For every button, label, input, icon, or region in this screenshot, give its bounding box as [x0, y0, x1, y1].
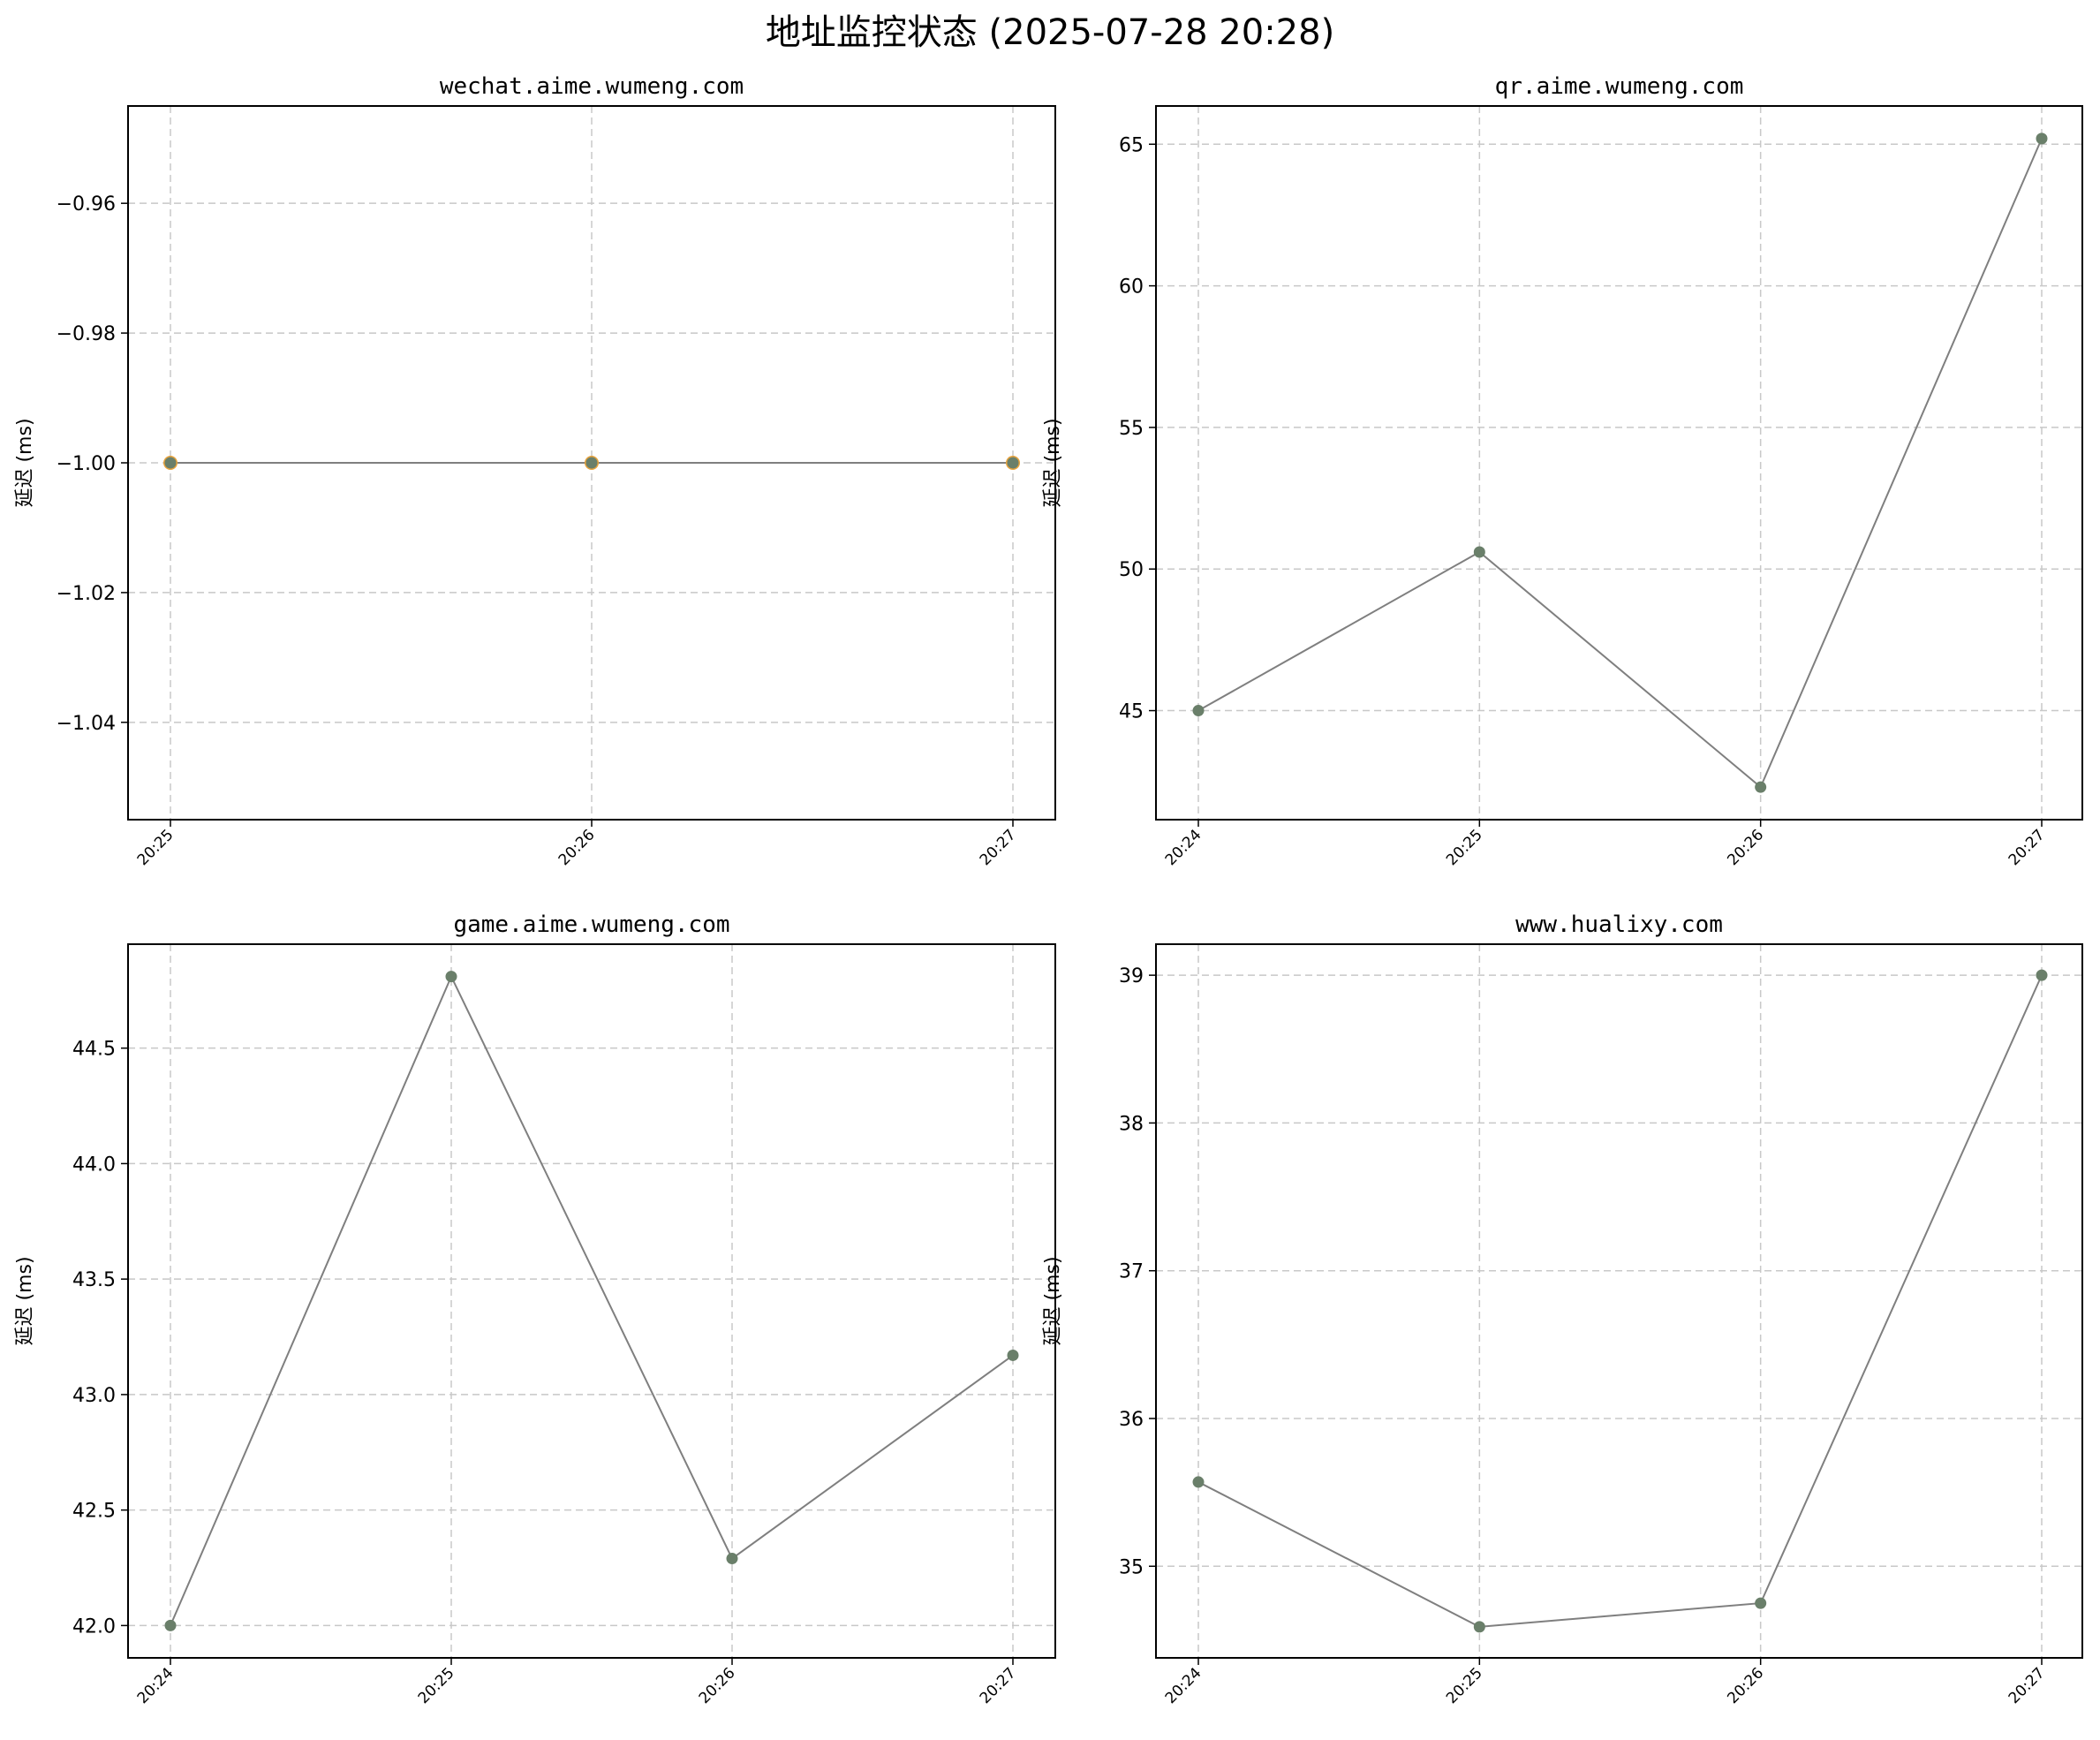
data-point [1473, 1621, 1485, 1633]
data-point [1755, 1597, 1767, 1609]
y-axis-label: 延迟 (ms) [1042, 1256, 1064, 1345]
y-tick-label: 39 [1119, 965, 1144, 987]
y-tick-label: 44.5 [72, 1039, 116, 1061]
y-tick-label: 37 [1119, 1261, 1144, 1283]
y-tick-label: 35 [1119, 1556, 1144, 1578]
data-point [445, 971, 457, 983]
y-tick-label: −1.04 [57, 713, 116, 735]
series-line [1197, 138, 2043, 789]
series-line [1197, 974, 2043, 1628]
y-axis-label: 延迟 (ms) [14, 418, 36, 507]
plot-frame [1155, 943, 2083, 1659]
figure-title: 地址监控状态 (2025-07-28 20:28) [766, 12, 1334, 53]
series-line [170, 974, 1014, 1626]
data-point [585, 457, 598, 469]
data-point [1007, 1349, 1019, 1361]
y-tick-label: 65 [1119, 134, 1144, 156]
y-axis-label: 延迟 (ms) [1042, 418, 1064, 507]
data-point [1192, 705, 1205, 717]
y-tick-label: 38 [1119, 1113, 1144, 1135]
plot-frame [1155, 105, 2083, 821]
y-tick-label: 44.0 [72, 1154, 116, 1176]
y-tick-label: −0.96 [57, 193, 116, 216]
data-point [1192, 1476, 1205, 1488]
data-point [1473, 546, 1485, 558]
panel-title: wechat.aime.wumeng.com [440, 73, 744, 100]
data-point [726, 1553, 738, 1565]
y-tick-label: 45 [1119, 701, 1144, 723]
data-point [2036, 969, 2048, 981]
y-tick-label: 60 [1119, 276, 1144, 299]
data-point [2036, 132, 2048, 145]
y-tick-label: 43.5 [72, 1269, 116, 1291]
y-tick-label: −0.98 [57, 323, 116, 345]
y-tick-label: 43.0 [72, 1385, 116, 1407]
y-tick-label: 50 [1119, 559, 1144, 581]
y-axis-label: 延迟 (ms) [14, 1256, 36, 1345]
y-tick-label: 36 [1119, 1409, 1144, 1431]
y-tick-label: 42.0 [72, 1615, 116, 1638]
data-point [164, 457, 177, 469]
plot-frame [127, 943, 1056, 1659]
y-tick-label: −1.02 [57, 583, 116, 605]
y-tick-label: 55 [1119, 418, 1144, 440]
data-point [1007, 457, 1019, 469]
data-point [164, 1619, 177, 1631]
data-point [1755, 781, 1767, 793]
plot-frame [127, 105, 1056, 821]
panel-title: www.hualixy.com [1515, 912, 1723, 938]
chart-panel-3: 42.042.543.043.544.044.520:24 20:25 20:26 2… [14, 912, 1056, 1707]
panel-title: game.aime.wumeng.com [453, 912, 729, 938]
y-tick-label: −1.00 [57, 453, 116, 475]
panel-title: qr.aime.wumeng.com [1495, 73, 1744, 100]
y-tick-label: 42.5 [72, 1501, 116, 1523]
